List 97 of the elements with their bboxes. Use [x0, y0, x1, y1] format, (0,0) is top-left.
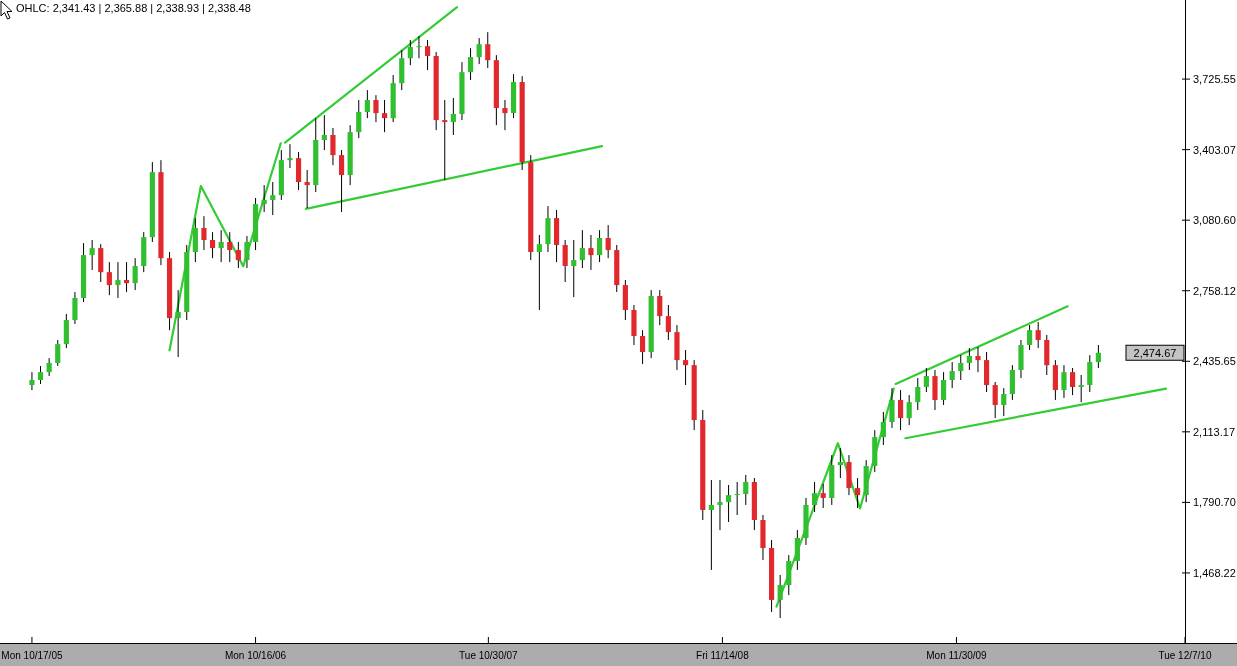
candlestick — [115, 261, 121, 299]
y-tick-label: 2,113.17 — [1193, 425, 1236, 438]
annotation: 2,474.67 — [1133, 346, 1177, 359]
candlestick — [1087, 354, 1093, 393]
candlestick — [201, 215, 207, 251]
candlestick — [295, 151, 302, 191]
candlestick — [424, 39, 431, 71]
candlestick — [854, 477, 861, 509]
candlestick — [923, 367, 929, 393]
candlestick — [321, 114, 327, 151]
y-tick-label: 3,403.07 — [1193, 143, 1236, 156]
candlestick — [725, 484, 732, 523]
candlestick — [571, 239, 577, 298]
candlestick — [356, 99, 362, 139]
candlestick — [450, 97, 456, 136]
y-tick-label: 3,080.60 — [1193, 214, 1236, 227]
candlestick — [261, 184, 267, 213]
y-tick-label: 1,468.22 — [1193, 566, 1236, 579]
x-tick-label: Mon 10/16/06 — [224, 650, 287, 661]
candlestick — [123, 261, 130, 293]
annotation: OHLC: 2,341.43 | 2,365.88 | 2,338.93 | 2,338.48 — [16, 2, 251, 14]
candlestick — [536, 234, 542, 311]
candlestick — [55, 339, 61, 367]
candlestick — [1070, 367, 1076, 396]
candlestick — [227, 231, 233, 263]
candlestick — [442, 99, 448, 181]
candlestick — [364, 89, 370, 119]
candlestick — [657, 289, 663, 326]
candlestick — [381, 99, 388, 133]
candlestick — [682, 349, 689, 386]
candlestick — [777, 574, 783, 619]
candlestick — [880, 411, 886, 446]
line-series — [775, 387, 895, 608]
x-tick-label: Tue 12/7/10 — [1158, 650, 1212, 661]
candlestick — [708, 479, 714, 571]
candlestick — [992, 381, 998, 419]
candlestick — [915, 377, 921, 411]
y-tick-label: 3,725.55 — [1193, 73, 1236, 86]
candlestick — [579, 229, 585, 269]
candlestick — [244, 235, 250, 269]
candlestick — [639, 329, 646, 365]
candlestick — [898, 389, 904, 431]
candlestick — [975, 346, 981, 373]
candlestick — [596, 229, 603, 263]
candlestick — [1027, 324, 1033, 351]
candlestick — [270, 181, 276, 216]
candlestick — [46, 357, 52, 377]
candlestick — [373, 94, 379, 123]
candlestick — [1095, 344, 1101, 369]
candlestick — [941, 371, 947, 406]
candlestick — [29, 371, 35, 391]
candlestick — [906, 394, 912, 426]
x-tick-label: Mon 10/17/05 — [1, 650, 63, 661]
candlestick — [837, 447, 843, 479]
candlestick — [1001, 387, 1007, 417]
candlestick — [932, 369, 938, 411]
candlestick — [811, 481, 818, 513]
candlestick — [1078, 374, 1084, 403]
candlestick — [338, 149, 345, 213]
y-tick-label: 2,758.12 — [1193, 284, 1236, 297]
candlestick — [794, 529, 800, 571]
candlestick — [717, 479, 723, 531]
candlestick — [407, 39, 413, 66]
candlestick — [209, 231, 216, 259]
line-series — [168, 142, 282, 352]
candlestick — [1061, 364, 1067, 399]
y-tick-label: 1,790.70 — [1193, 496, 1236, 509]
y-tick-label: 2,435.65 — [1193, 355, 1236, 368]
candlestick — [416, 35, 422, 59]
candlestick — [476, 37, 482, 65]
candlestick — [665, 304, 671, 341]
candlestick — [949, 361, 955, 389]
candlestick — [89, 239, 95, 271]
candlestick — [966, 347, 972, 371]
candlestick — [605, 224, 611, 259]
candlestick — [235, 241, 241, 269]
candlestick — [218, 229, 224, 263]
x-tick-label: Mon 11/30/09 — [926, 650, 988, 661]
candlestick — [304, 169, 310, 209]
candlestick — [588, 234, 594, 271]
candlestick — [889, 387, 895, 429]
candlestick — [485, 31, 491, 69]
candlestick — [106, 261, 112, 296]
candlestick — [1035, 321, 1041, 349]
candlestick — [467, 47, 474, 81]
candlestick — [958, 354, 964, 381]
candlestick — [820, 483, 826, 509]
candlestick — [502, 99, 508, 131]
candlestick — [287, 143, 293, 169]
candlestick — [743, 474, 749, 506]
candlestick — [132, 257, 138, 291]
candlestick — [562, 239, 568, 283]
x-tick-label: Fri 11/14/08 — [696, 650, 750, 661]
candlestick — [330, 127, 336, 166]
candlestick — [175, 289, 181, 358]
x-tick-label: Tue 10/30/07 — [459, 650, 519, 661]
candlestick — [72, 291, 78, 325]
